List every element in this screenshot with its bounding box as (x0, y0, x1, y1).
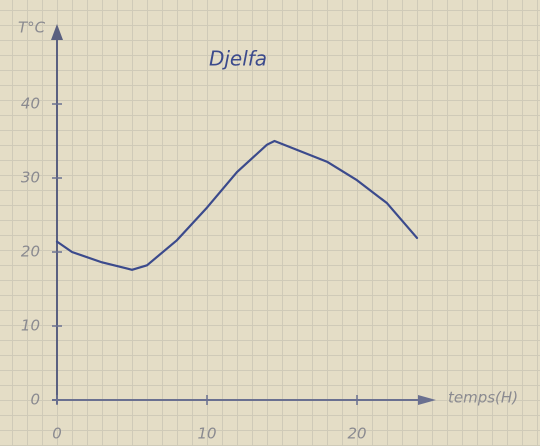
y-axis-label: T°C (18, 19, 46, 37)
y-axis-arrow (51, 24, 63, 40)
x-tick-label: 10 (197, 425, 216, 443)
x-axis-label: temps(H) (448, 389, 518, 407)
data-line (55, 139, 419, 271)
x-axis-arrow (418, 395, 436, 405)
y-tick-label: 10 (21, 317, 40, 335)
y-tick-label: 30 (21, 169, 40, 187)
chart-title: Djelfa (209, 47, 267, 71)
x-tick-label: 0 (52, 425, 62, 443)
y-tick-label: 20 (21, 243, 40, 261)
y-tick-label: 0 (30, 391, 40, 409)
y-tick-label: 40 (21, 95, 40, 113)
x-tick-label: 20 (347, 425, 366, 443)
